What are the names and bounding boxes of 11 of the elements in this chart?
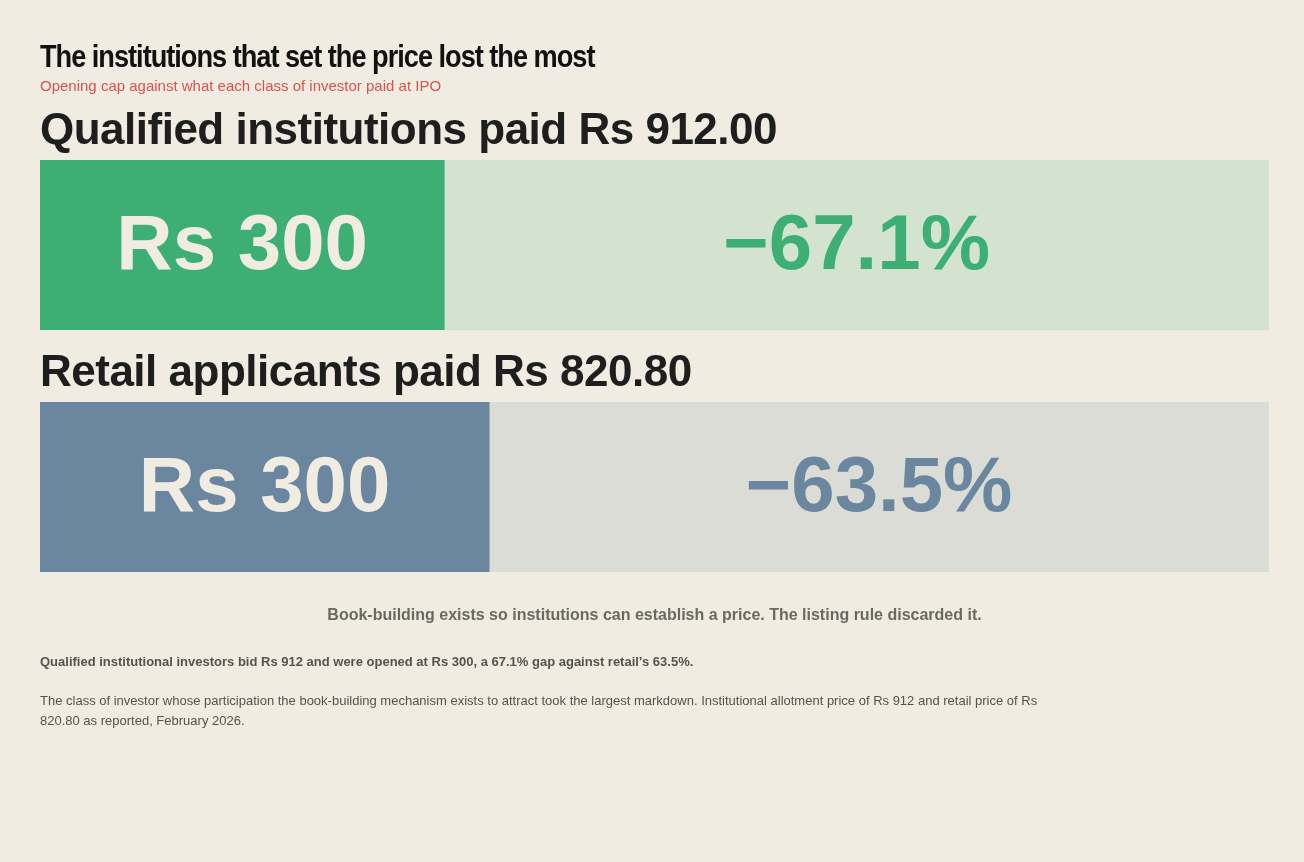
text: Qualified institutional investors bid Rs 912 and were opened at Rs 300, a 67.1% gap against retail's 63.5%.	[40, 654, 695, 669]
data-label: Rs 300	[116, 197, 368, 286]
data-label: Rs 300	[138, 439, 391, 528]
text: The institutions that set the price lost the most	[40, 38, 597, 75]
text: The class of investor whose participation the book-building mechanism exists to attract took the largest markdown. Institutional allotment price of Rs 912 and retail price of Rs 820.80 as reported, February 2026.	[40, 692, 1039, 730]
text: Book-building exists so institutions can establish a price. The listing rule discarded it.	[326, 606, 983, 624]
chart-title: Retail applicants paid Rs 820.80	[40, 345, 693, 397]
annotation: −63.5%	[745, 439, 1013, 528]
text: Opening cap against what each class of investor paid at IPO	[40, 77, 443, 94]
annotation: −67.1%	[723, 197, 990, 286]
chart-title: Qualified institutions paid Rs 912.00	[40, 103, 778, 155]
